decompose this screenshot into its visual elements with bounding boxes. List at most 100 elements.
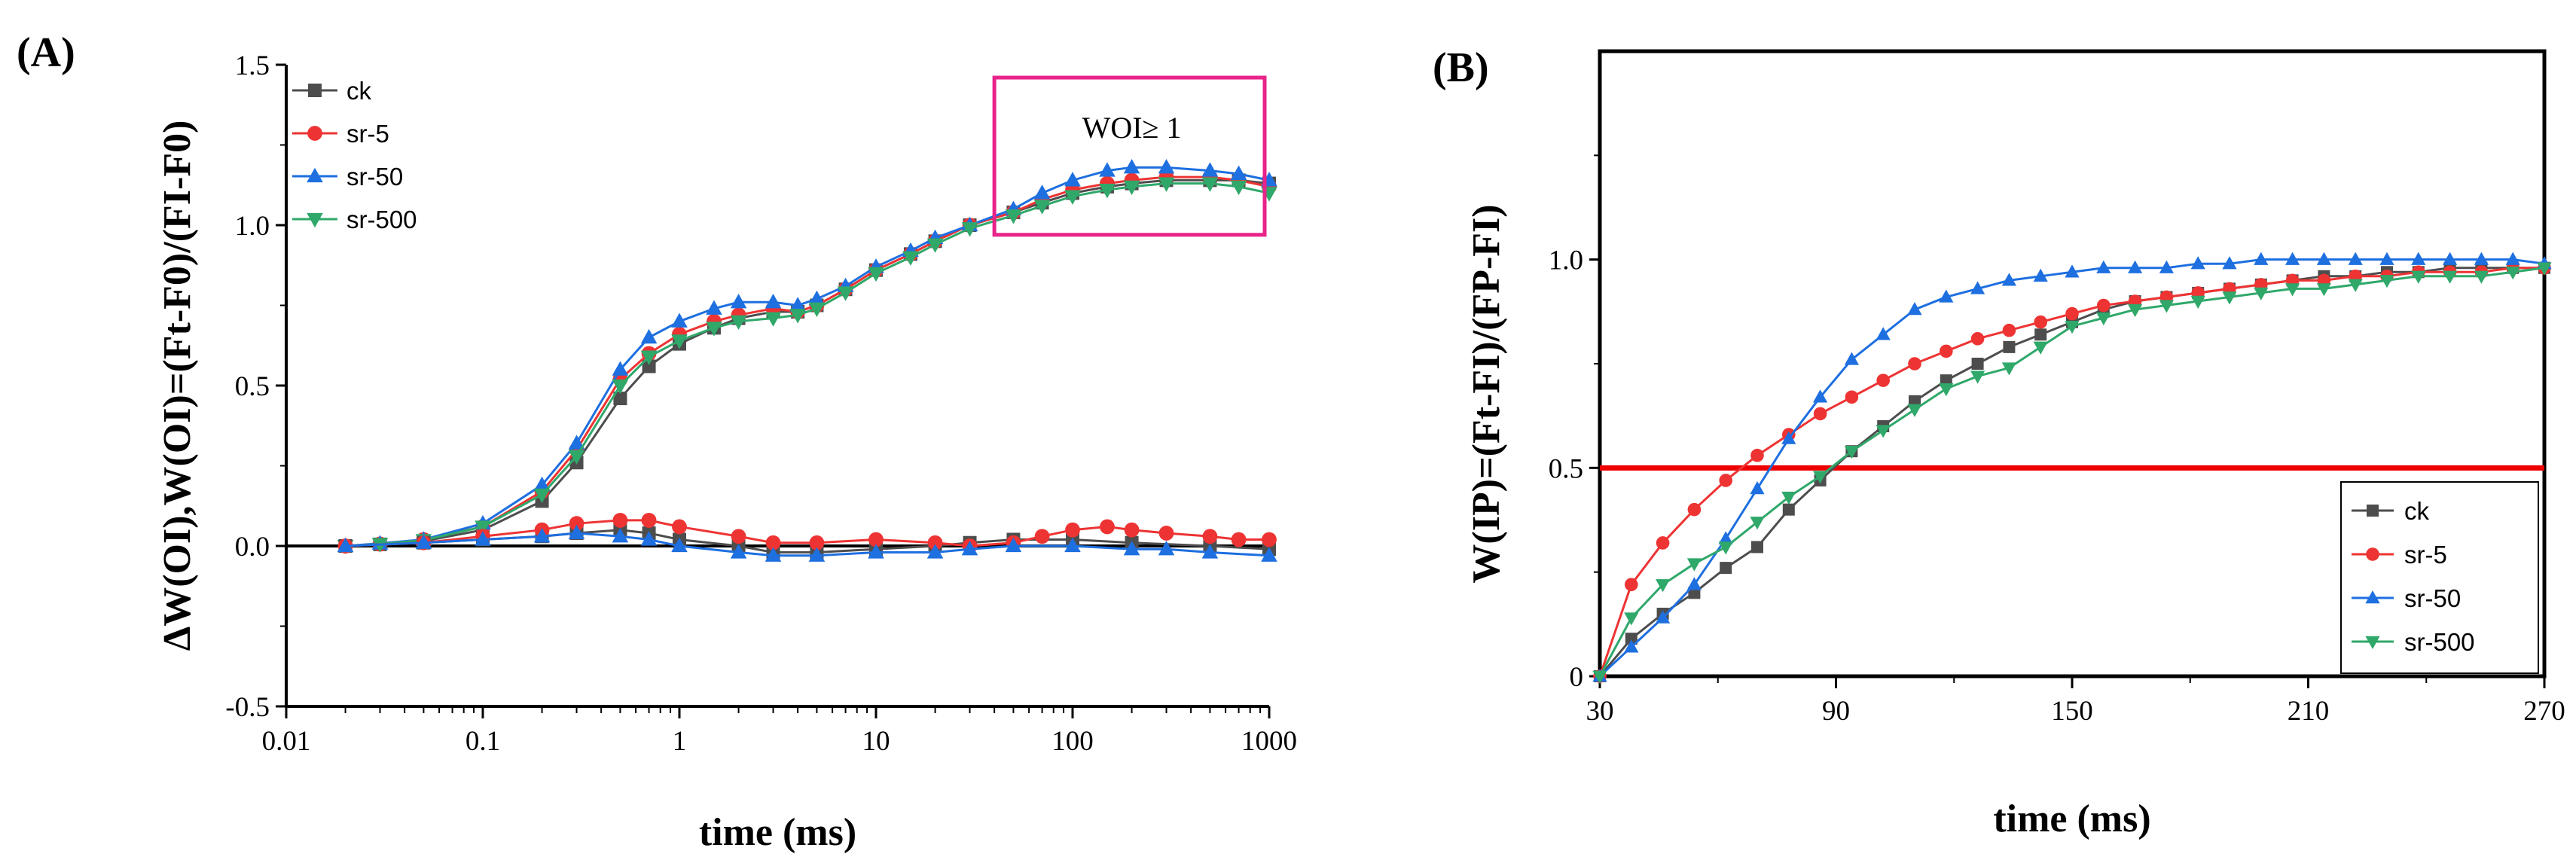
x-tick-label: 1 [673, 726, 687, 757]
data-point [1033, 184, 1051, 200]
x-tick-label: 100 [1051, 726, 1094, 757]
data-point [1099, 162, 1116, 177]
legend-label: ck [2404, 497, 2430, 525]
data-point [1813, 389, 1828, 403]
data-point [2033, 268, 2048, 282]
series-ck [338, 173, 1276, 553]
data-point [2316, 252, 2331, 265]
legend-label: sr-500 [346, 206, 417, 233]
legend-marker [2365, 590, 2380, 604]
data-point [475, 520, 491, 535]
data-point [1687, 502, 1702, 517]
x-tick-label: 90 [1822, 696, 1850, 727]
data-point [533, 488, 551, 504]
data-point [2190, 295, 2205, 309]
data-point [1720, 562, 1732, 575]
data-point [613, 392, 627, 406]
legend-label: sr-5 [346, 120, 389, 148]
legend-a: ck sr-5 sr-50 sr-500 [292, 77, 417, 233]
data-point [765, 547, 782, 562]
data-point [1939, 383, 1954, 397]
data-point [1782, 503, 1795, 516]
data-point [1231, 532, 1247, 547]
data-point [1202, 529, 1218, 544]
legend-label: sr-500 [2404, 628, 2475, 656]
series--w-sr-5 [337, 513, 1277, 553]
data-point [730, 293, 747, 309]
y-tick-label: 1.0 [1549, 245, 1583, 276]
data-point [2379, 252, 2394, 265]
data-point [2001, 273, 2016, 286]
series-line [345, 166, 1270, 547]
data-point [1123, 541, 1140, 556]
data-point [1158, 526, 1174, 541]
y-tick-label: 0.5 [1549, 453, 1583, 484]
data-point [706, 322, 722, 337]
data-point [533, 476, 551, 492]
data-point [1592, 670, 1607, 684]
data-point [1005, 209, 1022, 224]
data-point [1845, 390, 1859, 404]
data-point [1750, 448, 1764, 462]
data-point [1970, 371, 1985, 384]
data-point [2411, 270, 2426, 284]
data-point [415, 534, 432, 549]
x-tick-label: 210 [2288, 696, 2330, 727]
series-sr-5 [337, 169, 1277, 553]
data-point [1625, 633, 1637, 645]
data-point [641, 513, 657, 528]
data-point [2316, 283, 2331, 297]
data-point [568, 524, 585, 540]
legend-label: sr-50 [346, 163, 403, 191]
data-point [1099, 184, 1116, 199]
y-tick-label: 1.5 [235, 50, 270, 81]
x-tick-label: 0.01 [262, 726, 311, 757]
data-point [2348, 252, 2363, 265]
legend-label: sr-5 [2404, 541, 2447, 569]
data-point [1158, 177, 1175, 192]
data-point [961, 541, 978, 556]
data-point [731, 529, 746, 544]
data-point [2411, 252, 2426, 265]
data-point [1781, 491, 1796, 505]
x-axis-title: time (ms) [699, 811, 856, 854]
series-sr-50 [1592, 252, 2552, 682]
data-point [1813, 471, 1828, 484]
data-point [1813, 407, 1827, 421]
data-point [568, 450, 585, 465]
data-point [765, 312, 782, 327]
panel-a: (A) -0.5 0.0 0.5 1.0 1.5 0.01 0.1 1 10 100 1000 time… [17, 29, 1297, 854]
data-point [640, 328, 658, 344]
data-point [926, 238, 944, 253]
data-point [1100, 519, 1115, 535]
data-point [612, 527, 629, 543]
data-point [2034, 315, 2047, 329]
y-tick-label: 0.0 [235, 532, 270, 563]
data-point [2159, 300, 2174, 313]
data-point [1625, 578, 1638, 592]
x-tick-label: 150 [2051, 696, 2093, 727]
data-point [2505, 252, 2520, 265]
legend-marker [2365, 636, 2380, 649]
data-point [1656, 579, 1671, 593]
data-point [2474, 270, 2489, 284]
data-point [1907, 404, 1922, 417]
data-point [2190, 256, 2205, 270]
data-point [789, 297, 806, 312]
data-point [1844, 352, 1859, 365]
x-tick-label: 270 [2523, 696, 2565, 727]
data-point [1719, 474, 1732, 487]
data-point [569, 516, 584, 532]
data-point [671, 537, 688, 553]
data-point [961, 222, 978, 237]
annotation-text: WOI≥ 1 [1082, 111, 1182, 145]
x-tick-label: 30 [1586, 696, 1614, 727]
panel-b-label: (B) [1433, 44, 1489, 91]
data-point [1940, 344, 1953, 358]
series--w-sr-50 [337, 524, 1277, 562]
data-point [1123, 159, 1140, 174]
legend-marker [308, 84, 322, 97]
data-point [730, 315, 747, 331]
data-point [902, 251, 919, 266]
data-point [337, 537, 354, 553]
